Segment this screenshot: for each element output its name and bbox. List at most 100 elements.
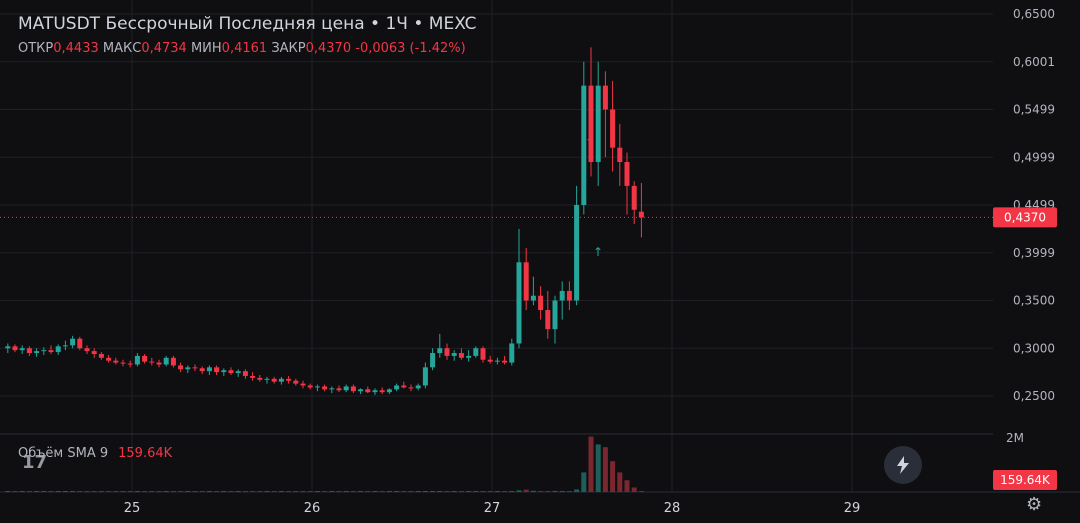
candle <box>134 353 140 367</box>
price-tick-label: 0,3999 <box>1013 246 1055 260</box>
candle <box>127 360 133 368</box>
volume-legend: Объём SMA 9 159.64K <box>18 446 172 461</box>
time-tick-label: 25 <box>124 501 141 516</box>
volume-bar <box>156 491 162 492</box>
volume-bar <box>120 491 126 492</box>
volume-bar <box>113 491 119 492</box>
volume-bar <box>62 491 68 492</box>
candle-body <box>134 355 140 365</box>
candle <box>494 357 500 365</box>
candle-body <box>120 362 126 364</box>
price-tick-label: 0,5499 <box>1013 103 1055 117</box>
price-tick-label: 0,2500 <box>1013 389 1055 403</box>
candle <box>307 383 313 390</box>
volume-value-badge-label: 159.64K <box>1000 473 1051 487</box>
candle-body <box>458 353 464 358</box>
lightning-button[interactable] <box>884 446 922 484</box>
candle-body <box>106 357 112 361</box>
candle-body <box>602 85 608 110</box>
candle-body <box>314 386 320 388</box>
volume-bar <box>408 491 414 492</box>
candle <box>257 374 263 382</box>
candle <box>422 362 428 389</box>
volume-bar <box>300 491 306 492</box>
volume-bar <box>509 491 515 492</box>
candle <box>552 295 558 344</box>
candle-body <box>545 310 551 330</box>
close-value: 0,4370 <box>305 41 352 56</box>
candle <box>581 61 587 215</box>
candle-body <box>480 348 486 360</box>
candle-body <box>199 368 205 372</box>
candle-body <box>12 346 18 351</box>
candle-body <box>206 367 212 372</box>
candle-body <box>631 185 637 210</box>
candle <box>394 383 400 392</box>
volume-bar <box>444 491 450 492</box>
candle <box>91 348 97 358</box>
volume-bar <box>293 491 299 492</box>
volume-bar <box>163 491 169 492</box>
volume-bar <box>134 491 140 492</box>
volume-bar <box>458 491 464 492</box>
volume-bar <box>322 491 328 492</box>
candle-body <box>221 370 227 373</box>
candle <box>473 346 479 358</box>
volume-bar <box>98 491 104 492</box>
candle <box>278 376 284 385</box>
candle-body <box>538 295 544 311</box>
volume-bar <box>602 447 608 492</box>
candle <box>84 345 90 354</box>
candle-body <box>638 211 644 218</box>
volume-bar <box>401 491 407 492</box>
candle <box>451 350 457 361</box>
candle-body <box>278 378 284 382</box>
candles <box>5 47 644 396</box>
candle-body <box>523 262 529 301</box>
candle-body <box>185 367 191 370</box>
candle-body <box>444 348 450 356</box>
volume-bar <box>206 491 212 492</box>
volume-bar <box>379 491 385 492</box>
candle-body <box>307 385 313 388</box>
candle <box>286 375 292 384</box>
volume-bar <box>574 489 580 492</box>
candle <box>566 281 572 311</box>
candle-body <box>487 359 493 362</box>
gear-icon[interactable]: ⚙ <box>1026 494 1043 515</box>
candle-body <box>257 377 263 380</box>
candle <box>250 372 256 381</box>
volume-bar <box>19 491 25 492</box>
candle-body <box>365 389 371 393</box>
candle <box>372 388 378 396</box>
volume-axis-label: 2M <box>1006 431 1024 445</box>
candle-body <box>214 367 220 373</box>
candle-body <box>559 290 565 301</box>
volume-bar <box>271 491 277 492</box>
candle-body <box>610 109 616 148</box>
candle-body <box>26 348 32 354</box>
volume-bar <box>214 491 220 492</box>
volume-bar <box>502 491 508 492</box>
candle-body <box>588 85 594 163</box>
volume-bar <box>437 491 443 492</box>
close-label: ЗАКР <box>271 41 306 56</box>
volume-bar <box>350 491 356 492</box>
volume-bar <box>365 491 371 492</box>
candle-body <box>271 378 277 382</box>
candle <box>466 350 472 362</box>
candle-body <box>422 367 428 386</box>
candle-body <box>113 360 119 363</box>
candle-body <box>228 370 234 374</box>
candle <box>624 152 630 215</box>
candle <box>530 276 536 306</box>
candle <box>480 346 486 363</box>
volume-bar <box>566 491 572 492</box>
volume-bar <box>264 491 270 492</box>
volume-bar <box>358 491 364 492</box>
candle <box>221 368 227 376</box>
candle <box>19 345 25 354</box>
volume-bar <box>343 491 349 492</box>
candle-body <box>34 351 40 354</box>
